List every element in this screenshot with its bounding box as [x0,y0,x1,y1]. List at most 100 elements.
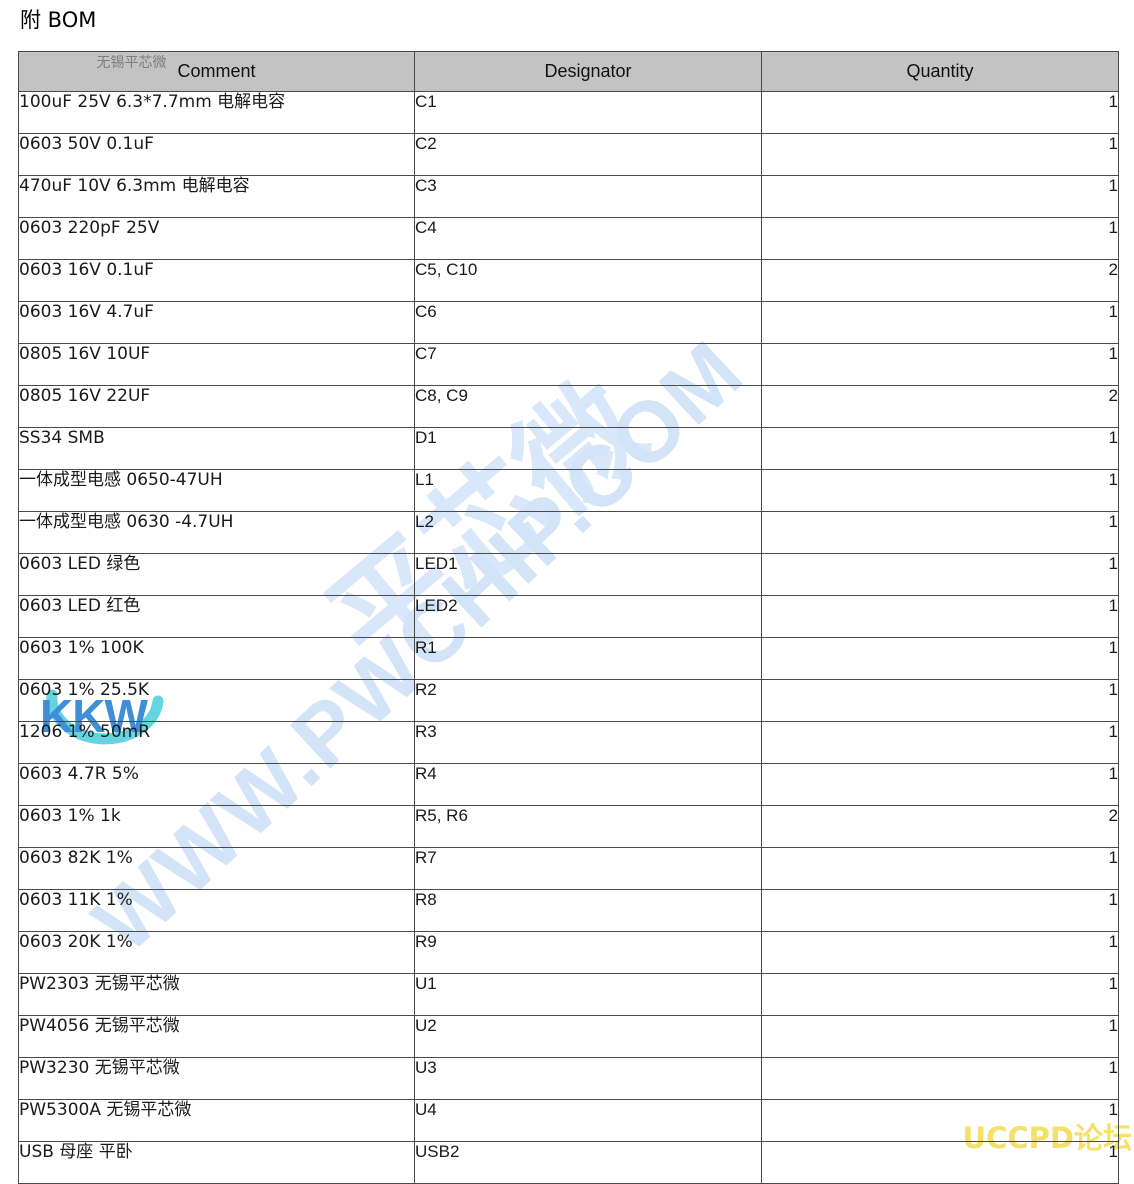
cell-comment: 0603 16V 0.1uF [18,259,415,302]
cell-comment: 一体成型电感 0630 -4.7UH [18,511,415,554]
cell-quantity: 1 [761,931,1119,974]
cell-designator: R5, R6 [414,805,762,848]
cell-comment: 0603 1% 1k [18,805,415,848]
cell-comment: SS34 SMB [18,427,415,470]
cell-designator: C2 [414,133,762,176]
cell-comment: 0603 LED 绿色 [18,553,415,596]
cell-designator: D1 [414,427,762,470]
cell-designator: C1 [414,91,762,134]
cell-quantity: 1 [761,973,1119,1016]
table-header-row: Comment Designator Quantity [18,51,1119,92]
cell-designator: C8, C9 [414,385,762,428]
cell-quantity: 1 [761,721,1119,764]
column-header-comment: Comment [18,51,415,92]
cell-comment: PW3230 无锡平芯微 [18,1057,415,1100]
cell-comment: 0603 11K 1% [18,889,415,932]
cell-comment: 0805 16V 10UF [18,343,415,386]
table-row: 0603 1% 25.5K R2 1 [18,679,1119,722]
cell-quantity: 2 [761,259,1119,302]
comment-text: 1206 1% 50mR [19,722,151,742]
cell-comment: 0805 16V 22UF [18,385,415,428]
cell-designator: L1 [414,469,762,512]
cell-designator: U1 [414,973,762,1016]
table-row: 0805 16V 22UF C8, C9 2 [18,385,1119,428]
cell-comment: 0603 4.7R 5% [18,763,415,806]
cell-designator: R3 [414,721,762,764]
table-row: 一体成型电感 0630 -4.7UH L2 1 [18,511,1119,554]
cell-quantity: 1 [761,217,1119,260]
cell-comment: 0603 20K 1% [18,931,415,974]
overlapping-watermark-text: 无锡平芯微 [96,54,167,71]
table-row: 470uF 10V 6.3mm 电解电容 C3 1 [18,175,1119,218]
cell-comment: 0603 16V 4.7uF [18,301,415,344]
cell-comment: 一体成型电感 0650-47UH [18,469,415,512]
bom-table: Comment Designator Quantity 100uF 25V 6.… [18,51,1119,1184]
cell-designator: USB2 [414,1141,762,1184]
table-row: 0603 LED 红色 LED2 1 [18,595,1119,638]
cell-quantity: 1 [761,175,1119,218]
cell-designator: C3 [414,175,762,218]
cell-designator: R4 [414,763,762,806]
cell-quantity: 1 [761,469,1119,512]
cell-comment: 0603 1% 25.5K [18,679,415,722]
cell-comment: 0603 82K 1% [18,847,415,890]
table-row: 0603 11K 1% R8 1 [18,889,1119,932]
cell-quantity: 1 [761,91,1119,134]
cell-designator: LED2 [414,595,762,638]
cell-designator: L2 [414,511,762,554]
cell-comment: PW4056 无锡平芯微 [18,1015,415,1058]
cell-designator: U2 [414,1015,762,1058]
cell-quantity: 1 [761,1057,1119,1100]
cell-comment: PW5300A 无锡平芯微 [18,1099,415,1142]
cell-quantity: 1 [761,637,1119,680]
table-row: 0603 220pF 25V C4 1 [18,217,1119,260]
cell-comment: 0603 LED 红色 [18,595,415,638]
table-row: 0603 82K 1% R7 1 [18,847,1119,890]
cell-designator: C7 [414,343,762,386]
table-row: 0603 16V 4.7uF C6 1 [18,301,1119,344]
table-header: Comment Designator Quantity [18,51,1119,92]
cell-quantity: 1 [761,301,1119,344]
cell-comment: 470uF 10V 6.3mm 电解电容 [18,175,415,218]
cell-quantity: 1 [761,679,1119,722]
cell-designator: R8 [414,889,762,932]
cell-quantity: 1 [761,1015,1119,1058]
cell-quantity: 1 [761,1141,1119,1184]
cell-designator: U4 [414,1099,762,1142]
table-row: SS34 SMB D1 1 [18,427,1119,470]
cell-quantity: 1 [761,763,1119,806]
cell-quantity: 1 [761,889,1119,932]
table-row: 0603 4.7R 5% R4 1 [18,763,1119,806]
cell-designator: C4 [414,217,762,260]
table-row: 0805 16V 10UF C7 1 [18,343,1119,386]
cell-designator: C6 [414,301,762,344]
cell-quantity: 1 [761,133,1119,176]
cell-designator: C5, C10 [414,259,762,302]
table-row: PW5300A 无锡平芯微 U4 1 [18,1099,1119,1142]
table-row: 100uF 25V 6.3*7.7mm 电解电容 C1 1 [18,91,1119,134]
cell-quantity: 1 [761,847,1119,890]
table-row: 0603 20K 1% R9 1 [18,931,1119,974]
column-header-quantity: Quantity [761,51,1119,92]
table-row: 0603 LED 绿色 LED1 1 [18,553,1119,596]
table-row: 一体成型电感 0650-47UH L1 1 [18,469,1119,512]
cell-designator: R2 [414,679,762,722]
cell-comment: 1206 1% 50mR 无锡平芯微 [18,55,415,764]
cell-quantity: 1 [761,553,1119,596]
cell-quantity: 2 [761,805,1119,848]
cell-designator: U3 [414,1057,762,1100]
cell-quantity: 2 [761,385,1119,428]
cell-comment: 100uF 25V 6.3*7.7mm 电解电容 [18,91,415,134]
cell-comment: PW2303 无锡平芯微 [18,973,415,1016]
cell-designator: R7 [414,847,762,890]
table-body: 100uF 25V 6.3*7.7mm 电解电容 C1 1 0603 50V 0.1u… [18,55,1119,1184]
cell-comment: 0603 50V 0.1uF [18,133,415,176]
cell-quantity: 1 [761,1099,1119,1142]
table-row: PW3230 无锡平芯微 U3 1 [18,1057,1119,1100]
cell-quantity: 1 [761,511,1119,554]
table-row: 0603 1% 1k R5, R6 2 [18,805,1119,848]
cell-quantity: 1 [761,343,1119,386]
cell-quantity: 1 [761,427,1119,470]
table-row: 0603 1% 100K R1 1 [18,637,1119,680]
column-header-designator: Designator [414,51,762,92]
